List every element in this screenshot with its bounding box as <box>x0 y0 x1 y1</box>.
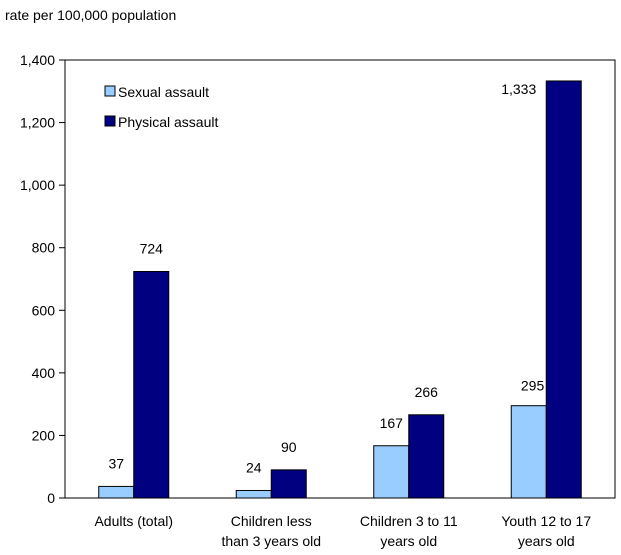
legend-label: Physical assault <box>118 114 218 130</box>
data-label: 266 <box>415 384 439 400</box>
y-axis-ticks: 0 200 400 600 800 1,000 1,200 1,400 <box>20 52 65 506</box>
y-tick-label: 400 <box>32 365 56 381</box>
y-tick-label: 1,000 <box>20 177 55 193</box>
legend: Sexual assault Physical assault <box>104 84 218 130</box>
y-tick-label: 1,400 <box>20 52 55 68</box>
data-label: 1,333 <box>501 81 536 97</box>
bars: 37 724 24 90 167 266 295 1,333 <box>98 80 582 499</box>
x-tick-label: years old <box>380 533 437 549</box>
legend-swatch <box>104 85 116 97</box>
x-tick-label: than 3 years old <box>221 533 321 549</box>
bar <box>545 80 582 499</box>
plot-area-border <box>64 59 616 499</box>
bar <box>510 405 547 499</box>
x-tick-label: years old <box>518 533 575 549</box>
data-label: 24 <box>246 459 262 475</box>
legend-label: Sexual assault <box>118 84 209 100</box>
y-tick-label: 200 <box>32 427 56 443</box>
x-tick-label: Children less <box>231 513 312 529</box>
data-label: 167 <box>380 415 404 431</box>
x-tick-label: Youth 12 to 17 <box>501 513 591 529</box>
data-label: 37 <box>108 455 124 471</box>
y-tick-label: 0 <box>47 490 55 506</box>
bar <box>98 485 135 499</box>
x-tick-label: Children 3 to 11 <box>360 513 458 529</box>
legend-swatch <box>104 115 116 127</box>
y-tick-label: 800 <box>32 240 56 256</box>
x-axis-labels: Adults (total) Children less than 3 years … <box>94 513 591 549</box>
data-label: 724 <box>140 240 164 256</box>
y-tick-label: 1,200 <box>20 115 55 131</box>
bar <box>235 489 272 499</box>
bar <box>133 270 170 499</box>
y-tick-label: 600 <box>32 302 56 318</box>
data-label: 90 <box>281 439 297 455</box>
data-label: 295 <box>521 378 545 394</box>
bar <box>408 414 445 499</box>
x-tick-label: Adults (total) <box>94 513 173 529</box>
bar <box>373 445 410 499</box>
plot-frame <box>64 59 616 499</box>
y-axis-title: rate per 100,000 population <box>5 7 176 23</box>
bar <box>270 469 307 499</box>
